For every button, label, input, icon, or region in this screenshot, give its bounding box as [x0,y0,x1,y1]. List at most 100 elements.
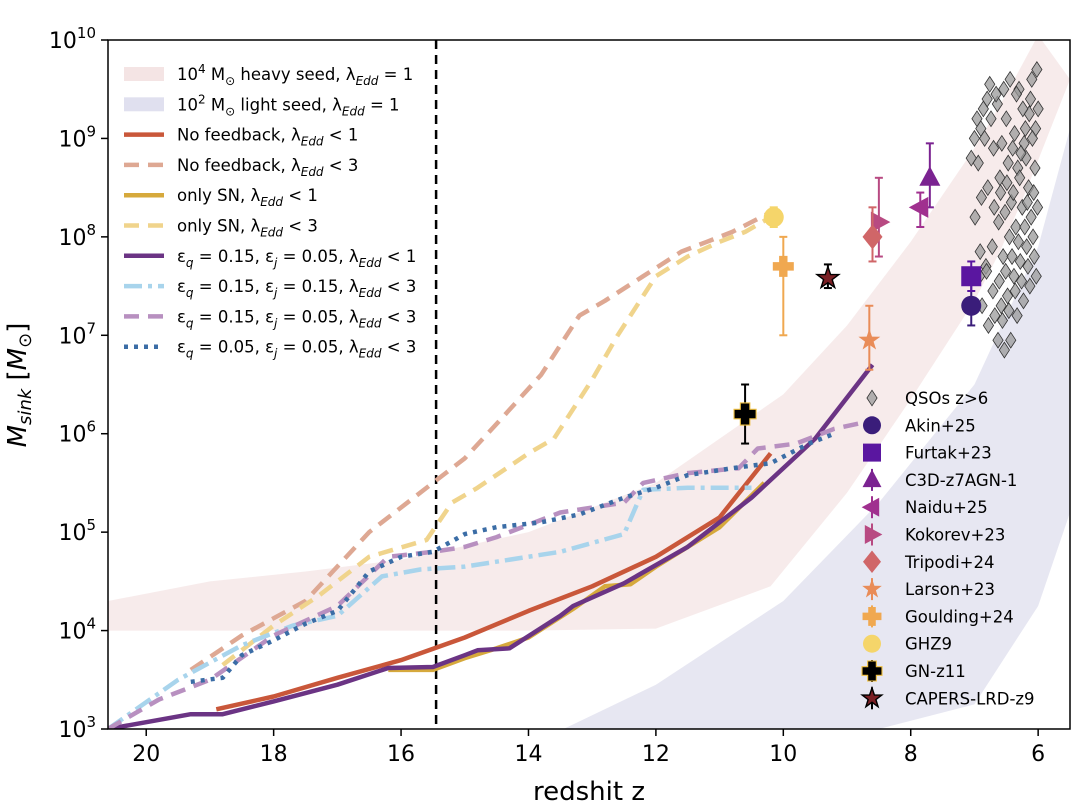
y-axis-ticks: 103 104 105 106 107 108 109 1010 [49,24,108,743]
qso-point [1014,252,1026,270]
legend-entry-nofb1: No feedback, λEdd < 1 [124,126,358,149]
legend-observations: QSOs z>6 Akin+25 Furtak+23 C3D-z7AGN-1 Naidu… [860,389,1035,710]
qso-point [1007,184,1019,202]
series-eq15ej15l3 [108,485,752,729]
legend-entry-observation: Akin+25 [863,416,976,435]
y-tick-label: 109 [58,122,96,152]
legend-label: Furtak+23 [905,444,992,463]
y-tick-label: 105 [58,516,96,546]
legend-entry-eq15ej05l1: εq = 0.15, εj = 0.05, λEdd < 1 [124,247,416,270]
qso-point [987,139,1000,157]
legend-marker [862,469,882,488]
qso-point [987,282,999,300]
y-tick-label: 108 [58,221,96,251]
legend-label: εq = 0.15, εj = 0.05, λEdd < 1 [177,247,416,270]
qso-point [979,129,991,147]
qso-point [1025,208,1037,226]
qso-point [1015,144,1027,162]
qso-point [1006,248,1018,266]
qso-point [991,95,1003,113]
legend-entry-light: 102 M⊙ light seed, λEdd = 1 [124,92,400,118]
legend-models: 104 M⊙ heavy seed, λEdd = 1 102 M⊙ light … [124,62,416,361]
observation-c3d-z7agn-1 [919,142,941,209]
legend-label: C3D-z7AGN-1 [905,471,1017,490]
qso-point [1030,267,1042,285]
observation-ghz9 [763,206,784,229]
y-axis-title: Msink [M⊙] [3,323,36,448]
x-axis-title: redshit z [533,777,645,807]
band-light [563,128,1070,729]
legend-label: Tripodi+24 [904,553,994,572]
qso-point [984,75,996,93]
qso-points [965,60,1044,359]
qso-point [972,154,984,172]
qso-point [968,129,981,147]
legend-swatch [124,67,164,81]
legend-entry-sn1: only SN, λEdd < 1 [124,186,318,209]
legend-entry-sn3: only SN, λEdd < 3 [124,217,318,240]
legend-entry-observation: GHZ9 [863,634,952,654]
qso-point [975,188,988,207]
legend-marker [861,497,880,517]
legend-entry-eq05ej05l3: εq = 0.05, εj = 0.05, λEdd < 3 [124,338,416,361]
qso-point [1001,287,1014,305]
legend-label: GHZ9 [905,635,952,654]
legend-entry-observation: Larson+23 [862,578,995,601]
qso-point [999,203,1011,221]
x-tick-label: 20 [132,742,160,767]
qso-point [974,243,986,261]
legend-marker [861,660,883,682]
observation-gn-z11 [733,383,757,445]
qso-point [1007,139,1019,157]
y-tick-label: 1010 [49,24,96,54]
observation-marker [763,207,784,228]
qso-point [1026,129,1038,147]
legend-label: No feedback, λEdd < 3 [177,156,358,179]
legend-label: CAPERS-LRD-z9 [905,689,1035,708]
qso-point [1027,228,1039,246]
qso-point [1000,262,1012,280]
legend-label: GN-z11 [905,662,966,681]
qso-point [1017,100,1029,118]
qso-point [1008,267,1020,285]
qso-point [1004,70,1016,88]
qso-point [988,198,1000,216]
legend-label: 102 M⊙ light seed, λEdd = 1 [177,92,400,118]
qso-point [965,149,977,167]
qso-point [982,316,995,334]
qso-point [977,100,989,118]
qso-point [1010,85,1023,103]
qso-point [1003,302,1015,320]
legend-entry-observation: C3D-z7AGN-1 [862,468,1017,491]
observation-larson-23 [858,304,881,371]
observation-capers-lrd-z9 [814,263,841,290]
x-tick-label: 8 [904,742,918,767]
series-lines [108,210,875,729]
legend-swatch [124,97,164,112]
band-heavy [108,40,1070,631]
observation-marker [858,328,881,350]
observation-marker [908,196,929,218]
qso-point [1019,218,1031,236]
qso-point [1028,184,1040,202]
observation-marker [814,264,841,290]
qso-point [1019,120,1031,138]
legend-label: Goulding+24 [905,607,1014,626]
qso-point [982,179,994,197]
legend-entry-observation: Tripodi+24 [863,550,994,574]
legend-entry-observation: Naidu+25 [861,496,988,519]
legend-label: 104 M⊙ heavy seed, λEdd = 1 [177,62,413,88]
qso-point [1024,90,1037,108]
observation-points [733,142,982,445]
x-tick-label: 12 [642,742,670,767]
legend-label: Naidu+25 [905,498,988,517]
qso-point [998,80,1010,98]
legend-entry-qsos: QSOs z>6 [866,389,988,408]
observation-goulding-24 [772,235,794,337]
legend-label: only SN, λEdd < 1 [177,186,318,209]
legend-marker [863,416,881,435]
legend-marker [863,634,881,653]
legend-entry-nofb3: No feedback, λEdd < 3 [124,156,358,179]
qso-point [990,85,1002,103]
